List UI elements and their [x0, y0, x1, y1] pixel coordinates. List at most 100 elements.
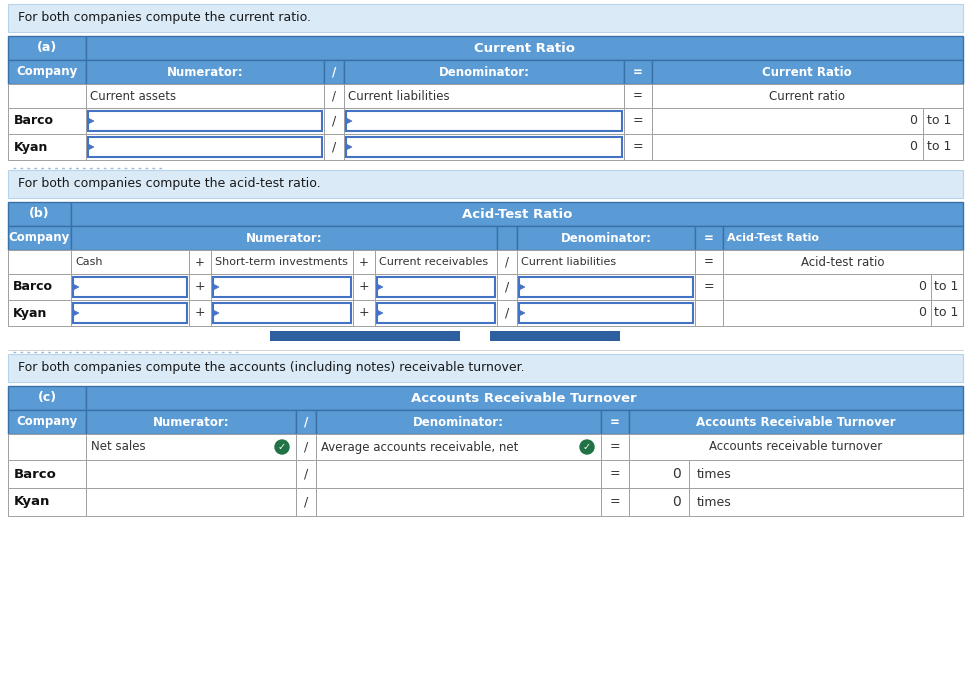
Bar: [8, 36, 86, 60]
Text: Accounts Receivable Turnover: Accounts Receivable Turnover: [411, 391, 637, 405]
Bar: [519, 303, 693, 323]
Bar: [8, 60, 86, 84]
Bar: [71, 226, 497, 250]
Text: /: /: [505, 307, 509, 319]
Text: Company: Company: [17, 66, 78, 78]
Bar: [316, 434, 601, 460]
Text: ✓: ✓: [278, 442, 286, 452]
Polygon shape: [378, 284, 383, 290]
Bar: [723, 250, 963, 274]
Bar: [71, 250, 189, 274]
Text: ✓: ✓: [583, 442, 591, 452]
Polygon shape: [520, 284, 525, 290]
Bar: [86, 488, 296, 516]
Text: +: +: [358, 281, 369, 293]
Text: 0: 0: [918, 307, 926, 319]
Bar: [497, 274, 517, 300]
Text: 0: 0: [672, 495, 681, 509]
Text: Barco: Barco: [13, 281, 53, 293]
Bar: [71, 300, 189, 326]
Text: =: =: [610, 440, 620, 454]
Text: Accounts Receivable Turnover: Accounts Receivable Turnover: [696, 416, 896, 428]
Text: =: =: [704, 256, 714, 269]
Bar: [88, 137, 322, 157]
Text: =: =: [633, 141, 644, 153]
Text: Current liabilities: Current liabilities: [348, 90, 450, 102]
Text: Company: Company: [17, 416, 78, 428]
Bar: [346, 137, 622, 157]
Text: Current assets: Current assets: [90, 90, 176, 102]
Bar: [695, 274, 723, 300]
Text: Average accounts receivable, net: Average accounts receivable, net: [321, 440, 519, 454]
Bar: [652, 84, 963, 108]
Bar: [73, 303, 187, 323]
Bar: [270, 331, 460, 341]
Bar: [652, 108, 963, 134]
Text: Kyan: Kyan: [13, 307, 48, 319]
Text: For both companies compute the current ratio.: For both companies compute the current r…: [18, 11, 311, 25]
Bar: [211, 250, 353, 274]
Bar: [8, 410, 86, 434]
Text: (b): (b): [29, 207, 50, 220]
Bar: [8, 134, 86, 160]
Polygon shape: [378, 311, 383, 316]
Bar: [517, 300, 695, 326]
Text: Short-term investments: Short-term investments: [215, 257, 348, 267]
Bar: [8, 434, 86, 460]
Bar: [629, 460, 963, 488]
Text: Numerator:: Numerator:: [167, 66, 244, 78]
Bar: [8, 84, 86, 108]
Bar: [86, 60, 324, 84]
Bar: [189, 250, 211, 274]
Text: Numerator:: Numerator:: [246, 232, 322, 244]
Bar: [652, 60, 963, 84]
Text: Cash: Cash: [75, 257, 103, 267]
Text: Kyan: Kyan: [14, 496, 50, 508]
Text: Current Ratio: Current Ratio: [474, 41, 575, 55]
Text: (a): (a): [37, 41, 57, 55]
Text: Current Ratio: Current Ratio: [762, 66, 852, 78]
Text: Barco: Barco: [14, 468, 57, 480]
Text: =: =: [610, 416, 619, 428]
Polygon shape: [74, 311, 79, 316]
Bar: [8, 202, 71, 226]
Bar: [490, 331, 620, 341]
Bar: [213, 303, 351, 323]
Text: /: /: [505, 256, 509, 269]
Text: 0: 0: [918, 281, 926, 293]
Bar: [86, 434, 296, 460]
Bar: [344, 108, 624, 134]
Text: Denominator:: Denominator:: [439, 66, 529, 78]
Bar: [629, 434, 963, 460]
Text: Acid-Test Ratio: Acid-Test Ratio: [462, 207, 572, 220]
Text: Barco: Barco: [14, 115, 54, 127]
Bar: [8, 4, 963, 32]
Text: Acid-test ratio: Acid-test ratio: [801, 256, 885, 269]
Bar: [324, 134, 344, 160]
Bar: [296, 460, 316, 488]
Text: For both companies compute the accounts (including notes) receivable turnover.: For both companies compute the accounts …: [18, 361, 524, 374]
Bar: [624, 60, 652, 84]
Bar: [8, 488, 86, 516]
Bar: [86, 36, 963, 60]
Text: +: +: [359, 256, 369, 269]
Text: /: /: [304, 496, 308, 508]
Text: to 1: to 1: [927, 141, 952, 153]
Bar: [86, 134, 324, 160]
Text: /: /: [304, 468, 308, 480]
Polygon shape: [74, 284, 79, 290]
Bar: [316, 488, 601, 516]
Bar: [629, 410, 963, 434]
Bar: [353, 250, 375, 274]
Polygon shape: [89, 144, 94, 150]
Text: +: +: [195, 307, 205, 319]
Text: times: times: [697, 468, 732, 480]
Bar: [8, 460, 86, 488]
Text: =: =: [704, 281, 715, 293]
Text: to 1: to 1: [927, 115, 952, 127]
Polygon shape: [347, 144, 352, 150]
Bar: [8, 170, 963, 198]
Bar: [344, 60, 624, 84]
Bar: [211, 300, 353, 326]
Bar: [377, 303, 495, 323]
